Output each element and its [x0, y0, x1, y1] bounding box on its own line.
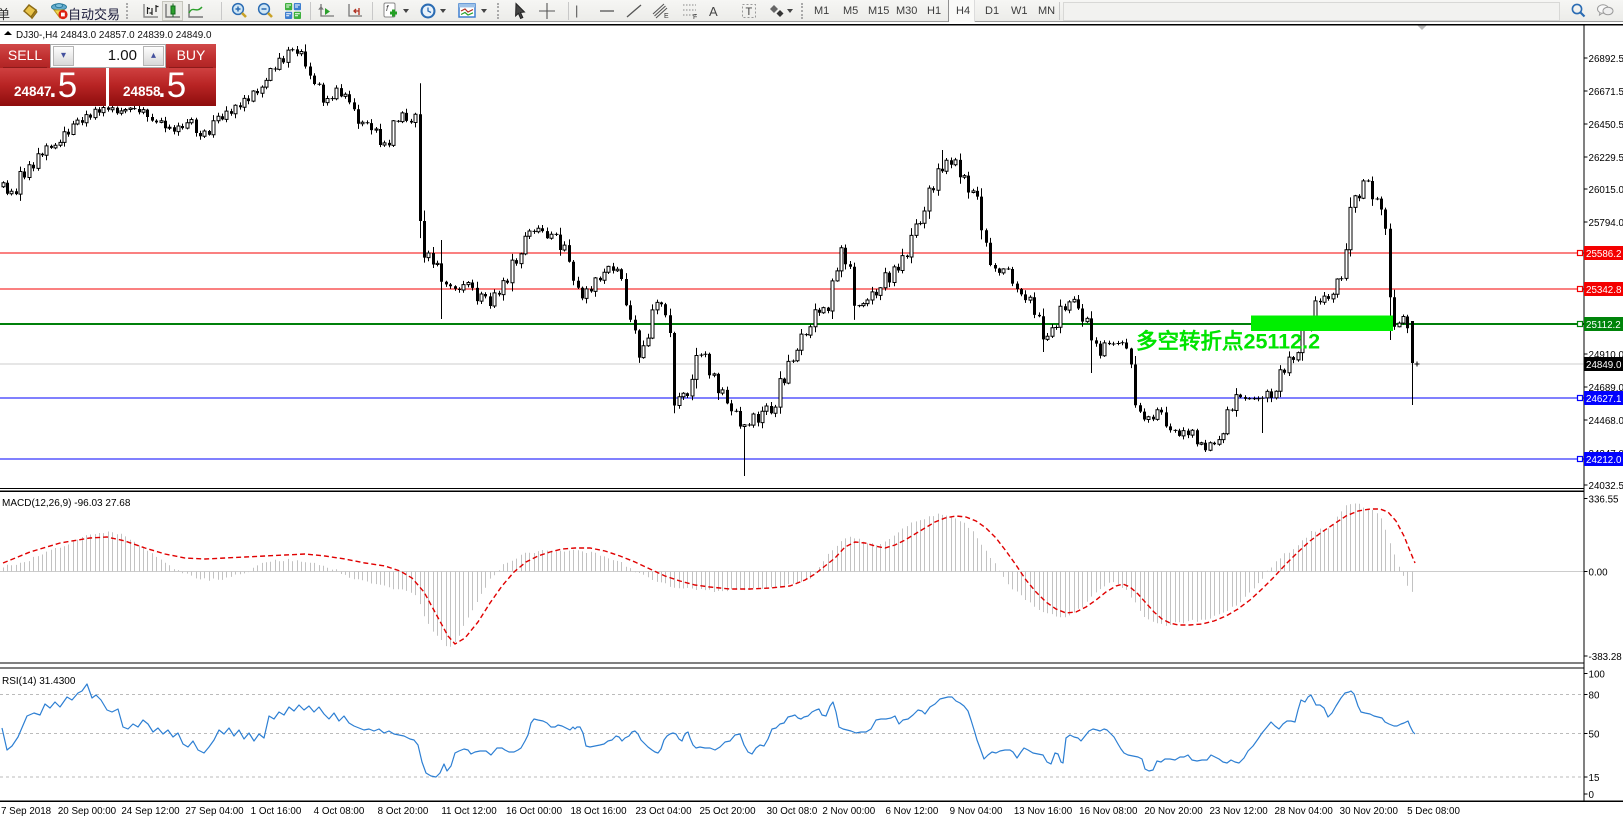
svg-text:24468.0: 24468.0	[1589, 416, 1623, 427]
svg-text:20 Nov 20:00: 20 Nov 20:00	[1144, 806, 1203, 817]
svg-text:1 Oct 16:00: 1 Oct 16:00	[251, 806, 302, 817]
svg-text:0.00: 0.00	[1589, 568, 1609, 579]
svg-text:13 Nov 16:00: 13 Nov 16:00	[1014, 806, 1073, 817]
svg-text:24212.0: 24212.0	[1586, 455, 1622, 466]
svg-text:30 Nov 20:00: 30 Nov 20:00	[1340, 806, 1399, 817]
svg-text:11 Oct 12:00: 11 Oct 12:00	[441, 806, 497, 817]
svg-text:9 Nov 04:00: 9 Nov 04:00	[950, 806, 1003, 817]
svg-text:26450.5: 26450.5	[1589, 120, 1623, 131]
svg-text:28 Nov 04:00: 28 Nov 04:00	[1275, 806, 1334, 817]
svg-text:30 Oct 08:0: 30 Oct 08:0	[767, 806, 818, 817]
svg-text:26671.5: 26671.5	[1589, 87, 1623, 98]
svg-text:25112.2: 25112.2	[1586, 320, 1621, 331]
svg-text:7 Sep 2018: 7 Sep 2018	[1, 806, 52, 817]
svg-text:50: 50	[1589, 730, 1600, 741]
svg-text:27 Sep 04:00: 27 Sep 04:00	[185, 806, 244, 817]
svg-text:-383.28: -383.28	[1589, 652, 1623, 663]
svg-text:RSI(14) 31.4300: RSI(14) 31.4300	[2, 676, 76, 687]
svg-text:25586.2: 25586.2	[1586, 249, 1621, 260]
svg-text:24910.0: 24910.0	[1589, 350, 1623, 361]
svg-text:24 Sep 12:00: 24 Sep 12:00	[121, 806, 180, 817]
svg-text:f: f	[386, 4, 389, 13]
svg-text:0: 0	[1589, 790, 1595, 801]
svg-text:26229.5: 26229.5	[1589, 153, 1623, 164]
svg-text:23 Oct 04:00: 23 Oct 04:00	[635, 806, 692, 817]
svg-text:24689.0: 24689.0	[1589, 383, 1623, 394]
svg-text:16 Nov 08:00: 16 Nov 08:00	[1079, 806, 1138, 817]
svg-text:E: E	[664, 13, 669, 20]
svg-text:26015.0: 26015.0	[1589, 185, 1623, 196]
svg-text:5 Dec 08:00: 5 Dec 08:00	[1407, 806, 1460, 817]
svg-text:23 Nov 12:00: 23 Nov 12:00	[1209, 806, 1268, 817]
svg-text:多空转折点25112.2: 多空转折点25112.2	[1136, 329, 1320, 354]
svg-text:336.55: 336.55	[1589, 495, 1620, 506]
svg-text:25794.0: 25794.0	[1589, 218, 1623, 229]
svg-text:24849.0: 24849.0	[1586, 360, 1622, 371]
svg-text:26892.5: 26892.5	[1589, 54, 1623, 65]
svg-text:100: 100	[1589, 670, 1606, 681]
svg-text:20 Sep 00:00: 20 Sep 00:00	[58, 806, 117, 817]
svg-text:T: T	[746, 6, 753, 18]
svg-text:4 Oct 08:00: 4 Oct 08:00	[314, 806, 365, 817]
svg-text:24032.5: 24032.5	[1589, 481, 1623, 492]
svg-text:2 Nov 00:00: 2 Nov 00:00	[822, 806, 875, 817]
svg-text:6 Nov 12:00: 6 Nov 12:00	[885, 806, 938, 817]
svg-text:24627.1: 24627.1	[1586, 394, 1621, 405]
svg-text:18 Oct 16:00: 18 Oct 16:00	[570, 806, 627, 817]
svg-text:80: 80	[1589, 691, 1600, 702]
svg-text:F: F	[693, 14, 697, 20]
svg-text:MACD(12,26,9) -96.03 27.68: MACD(12,26,9) -96.03 27.68	[2, 498, 131, 509]
svg-text:16 Oct 00:00: 16 Oct 00:00	[506, 806, 563, 817]
svg-text:25342.8: 25342.8	[1586, 285, 1622, 296]
svg-text:8 Oct 20:00: 8 Oct 20:00	[378, 806, 429, 817]
svg-text:25 Oct 20:00: 25 Oct 20:00	[699, 806, 756, 817]
svg-text:15: 15	[1589, 773, 1600, 784]
svg-text:DJ30-,H4 24843.0 24857.0 2483: DJ30-,H4 24843.0 24857.0 24839.0 24849.0	[16, 30, 212, 41]
